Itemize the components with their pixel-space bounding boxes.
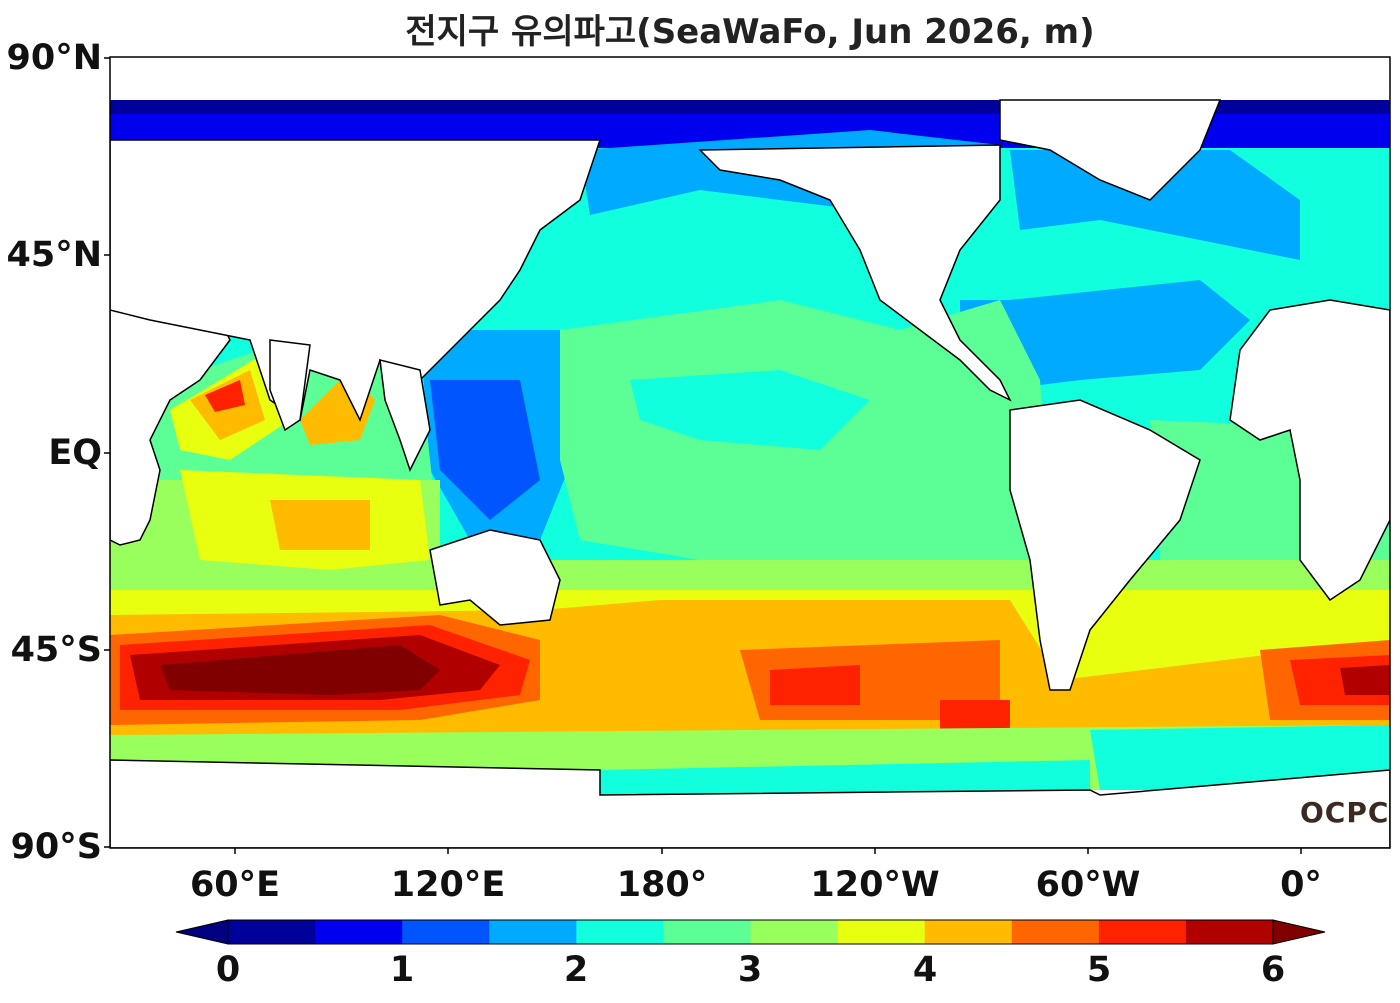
south-atlantic-darkred [1340,665,1390,695]
eurasia-land [110,139,602,422]
y-label-45n: 45°N [6,235,103,275]
central-pacific-band [630,370,870,450]
colorbar [175,919,1326,945]
arabian-sea-max [205,380,245,412]
x-ticks [234,848,1302,854]
colorbar-segment [1098,920,1187,944]
y-label-eq: EQ [48,433,102,473]
north-america-land [698,144,1012,402]
colorbar-under-triangle [175,919,229,945]
subtropical-atlantic-low [960,280,1250,390]
map-title: 전지구 유의파고(SeaWaFo, Jun 2026, m) [405,12,1095,52]
land-masses [110,99,1390,848]
colorbar-tick-4: 4 [912,950,938,990]
africa-land [1229,299,1390,602]
colorbar-segment [837,920,926,944]
colorbar-segment [1185,920,1274,944]
ross-cyan [600,760,1090,795]
x-label-0: 0° [1280,865,1322,905]
colorbar-segment [750,920,839,944]
colorbar-tick-3: 3 [737,950,763,990]
x-label-180: 180° [616,865,708,905]
colorbar-segment [924,920,1013,944]
ocpc-logo: OCPC [1300,796,1390,829]
x-label-60w: 60°W [1035,865,1141,905]
y-label-90s: 90°S [10,827,102,867]
north-atlantic-edge [1010,150,1300,260]
colorbar-segment [576,920,664,944]
south-pacific-red-b [940,700,1010,730]
colorbar-segment [1011,920,1100,944]
colorbar-segment [663,920,751,944]
y-label-90n: 90°N [6,38,103,78]
greenland-land [999,99,1222,201]
colorbar-tick-2: 2 [563,950,589,990]
antarctica-land [110,759,1390,848]
south-indian-orange-patch [270,500,370,550]
colorbar-segment [228,920,316,944]
colorbar-segment [489,920,577,944]
south-america-land [1009,399,1201,691]
india-land [269,339,311,432]
colorbar-frame [227,919,1274,945]
colorbar-tick-0: 0 [215,950,241,990]
colorbar-segment [315,920,403,944]
x-label-120e: 120°E [390,865,506,905]
y-ticks [104,57,110,848]
maritime-continent-low [430,380,540,520]
map-content [110,57,1390,848]
colorbar-tick-6: 6 [1260,950,1286,990]
indochina-land [379,359,431,472]
colorbar-over-triangle [1272,919,1326,945]
colorbar-tick-1: 1 [389,950,415,990]
colorbar-segment [402,920,490,944]
australia-land [429,529,561,626]
x-label-120w: 120°W [810,865,940,905]
x-label-60e: 60°E [189,865,281,905]
south-indian-storm-core [160,645,440,695]
y-label-45s: 45°S [10,630,102,670]
colorbar-tick-5: 5 [1086,950,1112,990]
south-pacific-red-a [770,665,860,705]
weddell-cyan [1090,725,1390,790]
